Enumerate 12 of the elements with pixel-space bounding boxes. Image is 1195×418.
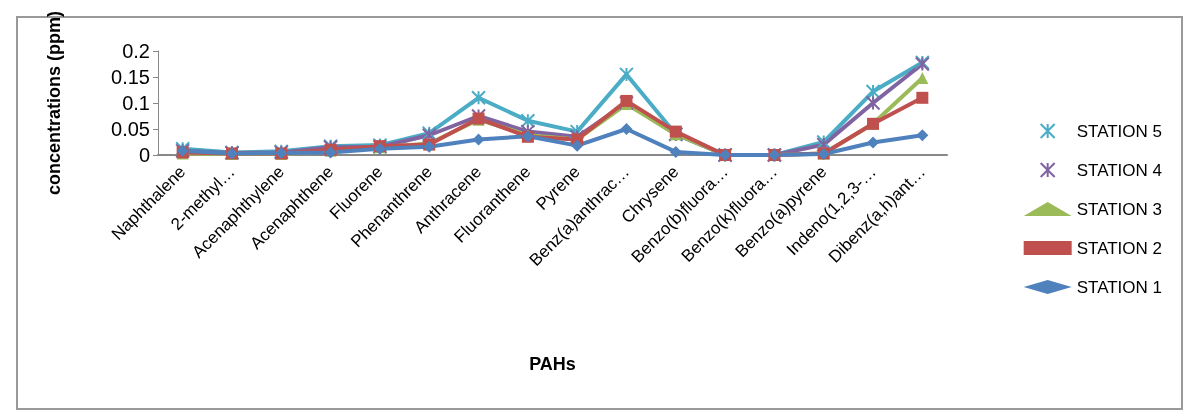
y-tick-label: 0.05 xyxy=(111,118,150,140)
y-tick-label: 0.15 xyxy=(111,66,150,89)
y-tick-label: 0.1 xyxy=(122,92,150,114)
legend-label: STATION 2 xyxy=(1076,238,1162,258)
legend-label: STATION 3 xyxy=(1076,199,1162,219)
x-axis-title: PAHs xyxy=(529,354,576,374)
y-tick-label: 0 xyxy=(138,144,150,166)
legend-label: STATION 5 xyxy=(1076,121,1162,141)
y-axis-title: concentrations (ppm) xyxy=(44,11,64,196)
y-tick-label: 0.2 xyxy=(122,40,150,63)
legend-label: STATION 4 xyxy=(1076,160,1162,180)
legend-label: STATION 1 xyxy=(1076,277,1162,297)
